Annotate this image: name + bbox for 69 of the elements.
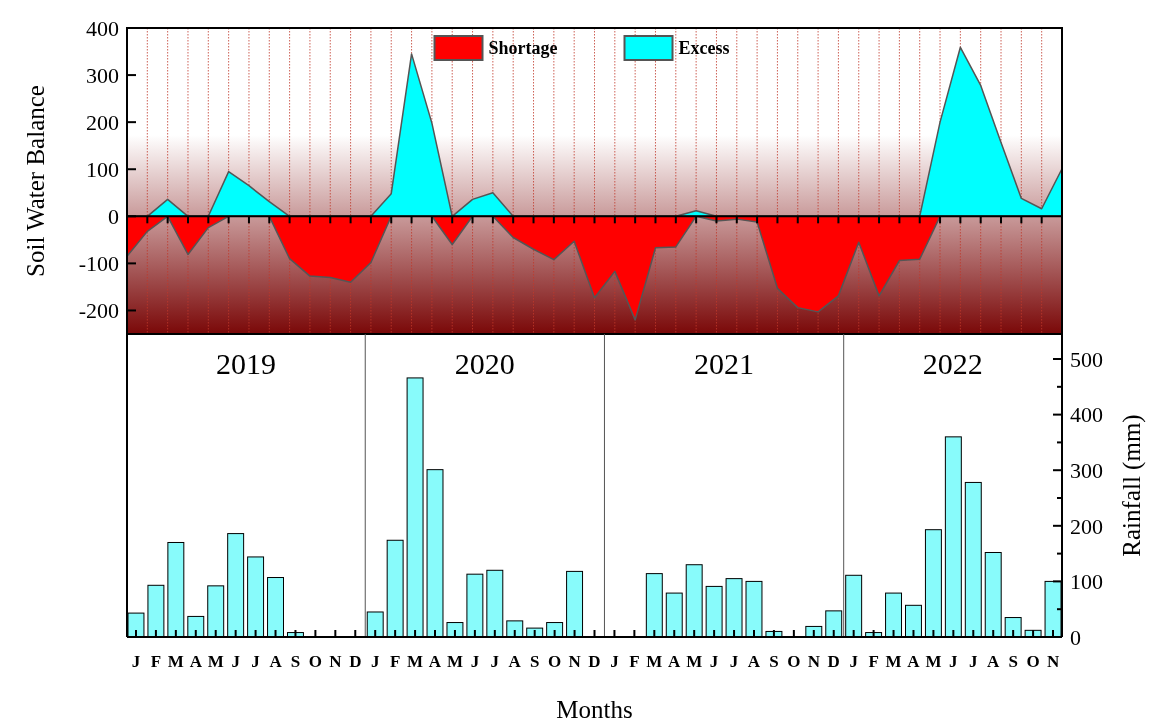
- x-tick-label: N: [568, 652, 582, 671]
- y2-tick-label: 200: [1070, 513, 1103, 539]
- x-tick-label: J: [849, 652, 859, 671]
- x-tick-label: J: [490, 652, 500, 671]
- x-tick-label: J: [131, 652, 141, 671]
- y2-tick-label: 400: [1070, 402, 1103, 428]
- x-tick-label: O: [548, 652, 562, 671]
- y2-axis-title: Rainfall (mm): [1118, 414, 1146, 557]
- y2-tick-label: 100: [1070, 569, 1103, 595]
- x-tick-label: J: [610, 652, 620, 671]
- x-tick-label: A: [668, 652, 682, 671]
- x-tick-label: N: [329, 652, 343, 671]
- x-tick-label: A: [428, 652, 442, 671]
- y-tick-label: -100: [78, 251, 119, 277]
- x-tick-label: D: [349, 652, 362, 671]
- x-tick-label: M: [446, 652, 463, 671]
- x-tick-label: A: [269, 652, 283, 671]
- y-tick-label: 0: [108, 204, 119, 230]
- y-tick-label: -200: [78, 298, 119, 324]
- y-tick-label: 200: [86, 109, 119, 135]
- y2-tick-label: 300: [1070, 457, 1103, 483]
- x-tick-label: M: [207, 652, 224, 671]
- annotation: 2022: [922, 347, 983, 380]
- x-tick-label: J: [470, 652, 480, 671]
- x-axis-title: Months: [556, 696, 633, 723]
- x-tick-label: O: [787, 652, 801, 671]
- x-tick-label: J: [729, 652, 739, 671]
- x-tick-label: J: [949, 652, 959, 671]
- x-tick-label: S: [529, 652, 540, 671]
- y-tick-label: 400: [86, 15, 119, 41]
- y-tick-label: 100: [86, 156, 119, 182]
- x-tick-label: A: [907, 652, 921, 671]
- annotation: 2019: [216, 347, 277, 380]
- x-tick-label: J: [709, 652, 719, 671]
- x-tick-label: S: [1008, 652, 1018, 671]
- legend-label: Excess: [678, 38, 730, 59]
- y2-tick-label: 500: [1070, 346, 1103, 372]
- x-tick-label: J: [969, 652, 979, 671]
- x-tick-label: O: [308, 652, 323, 671]
- x-tick-label: M: [646, 652, 663, 671]
- x-tick-label: F: [389, 652, 401, 671]
- x-tick-label: O: [1026, 652, 1040, 671]
- x-tick-label: M: [686, 652, 703, 671]
- x-tick-label: N: [807, 652, 821, 671]
- y2-tick-label: 0: [1070, 624, 1081, 650]
- legend-label: Shortage: [488, 38, 558, 59]
- y-axis-title: Soil Water Balance: [22, 85, 49, 277]
- x-tick-label: M: [407, 652, 424, 671]
- x-tick-label: D: [588, 652, 601, 671]
- x-tick-label: J: [231, 652, 241, 671]
- x-tick-label: F: [629, 652, 640, 671]
- x-tick-label: J: [251, 652, 261, 671]
- x-tick-label: A: [508, 652, 522, 671]
- x-tick-label: J: [370, 652, 380, 671]
- annotation: 2020: [454, 347, 515, 380]
- x-tick-label: A: [189, 652, 203, 671]
- x-tick-label: S: [290, 652, 301, 671]
- x-tick-label: A: [987, 652, 1001, 671]
- x-tick-label: S: [769, 652, 779, 671]
- x-tick-label: M: [167, 652, 184, 671]
- x-tick-label: N: [1046, 652, 1060, 671]
- annotation: 2021: [694, 347, 755, 380]
- x-tick-label: M: [885, 652, 902, 671]
- x-tick-label: M: [925, 652, 942, 671]
- x-tick-label: A: [747, 652, 761, 671]
- x-tick-label: F: [150, 652, 162, 671]
- x-tick-label: D: [827, 652, 840, 671]
- x-tick-label: F: [868, 652, 879, 671]
- y-tick-label: 300: [86, 62, 119, 88]
